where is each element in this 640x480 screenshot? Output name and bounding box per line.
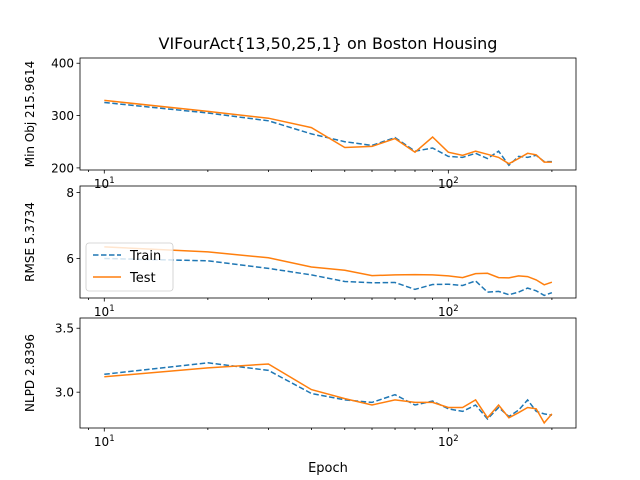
axes-frame (79, 57, 577, 171)
y-tick-label: 400 (51, 57, 74, 71)
axes-frame (79, 185, 577, 299)
legend-frame (85, 242, 174, 292)
y-tick-label: 3.5 (55, 322, 74, 336)
series-line-train (104, 257, 553, 297)
y-tick-label: 200 (51, 161, 74, 175)
y-tick-label: 300 (51, 109, 74, 123)
x-tick-label: 101 (94, 176, 115, 191)
y-tick-label: 6 (66, 252, 74, 266)
x-tick-label: 102 (438, 434, 459, 449)
y-tick-label: 8 (66, 186, 74, 200)
axes-frame (79, 317, 577, 429)
subplot-nlpd: 101 102 3.0 3.5 NLPD 2.8396 (23, 317, 577, 449)
y-axis-label: Min Obj 215.9614 (23, 61, 37, 168)
figure-title: VIFourAct{13,50,25,1} on Boston Housing (159, 34, 498, 53)
x-axis-label: Epoch (308, 461, 348, 476)
series-line-train (104, 101, 552, 167)
subplot-objective: 101 102 200 300 400 Min Obj 215.9614 (23, 57, 577, 191)
y-tick-label: 3.0 (55, 386, 74, 400)
x-tick-label: 101 (94, 304, 115, 319)
x-tick-label: 102 (438, 304, 459, 319)
legend-train-label: Train (129, 249, 161, 264)
series-line-train (104, 362, 553, 421)
series-line-test (104, 246, 553, 286)
series-line-test (104, 99, 552, 165)
x-tick-label: 102 (438, 176, 459, 191)
legend-test-label: Test (129, 271, 156, 286)
x-tick-label: 101 (94, 434, 115, 449)
legend: Train Test (85, 242, 174, 292)
series-line-test (104, 363, 553, 425)
y-axis-label: RMSE 5.3734 (23, 202, 37, 282)
y-axis-label: NLPD 2.8396 (23, 334, 37, 412)
